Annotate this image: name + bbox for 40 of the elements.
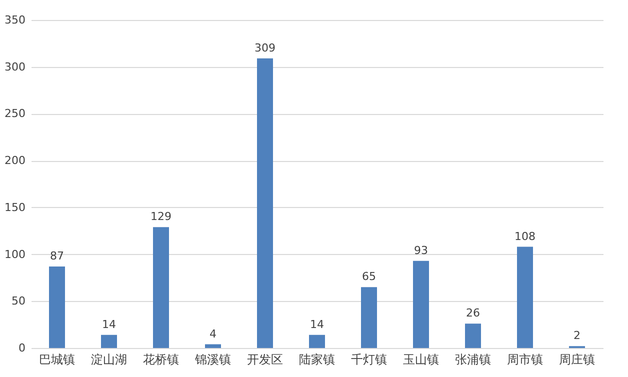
data-label: 108: [514, 230, 536, 243]
y-tick-label: 50: [12, 294, 26, 308]
bar: [205, 344, 221, 348]
bar: [101, 334, 117, 348]
bar: [413, 260, 429, 348]
bar: [153, 227, 169, 348]
data-label: 65: [362, 270, 376, 284]
x-tick-label: 玉山镇: [403, 352, 439, 366]
bar: [361, 287, 377, 348]
y-tick-label: 200: [4, 154, 26, 168]
y-tick-label: 350: [4, 14, 26, 26]
x-tick-label: 陆家镇: [299, 352, 335, 366]
bar: [257, 58, 273, 348]
data-label: 309: [254, 41, 276, 54]
x-tick-label: 张浦镇: [455, 352, 491, 366]
x-tick-label: 巴城镇: [39, 352, 75, 366]
bar: [517, 246, 533, 348]
data-label: 26: [466, 306, 480, 320]
x-tick-label: 开发区: [247, 352, 283, 366]
data-label: 87: [50, 249, 64, 262]
y-tick-label: 100: [4, 248, 26, 261]
y-tick-label: 150: [4, 200, 26, 214]
data-label: 93: [414, 244, 428, 257]
x-tick-label: 花桥镇: [143, 352, 179, 366]
bar: [309, 334, 325, 348]
data-label: 14: [102, 318, 116, 331]
x-tick-label: 周市镇: [507, 352, 543, 366]
x-tick-label: 锦溪镇: [194, 352, 231, 366]
data-label: 14: [310, 318, 324, 331]
data-label: 4: [210, 327, 216, 340]
data-label: 2: [574, 329, 580, 342]
bar: [465, 324, 481, 348]
data-label: 129: [150, 210, 172, 224]
bar: [49, 266, 65, 348]
y-tick-label: 0: [18, 342, 26, 354]
x-tick-label: 周庄镇: [559, 352, 595, 366]
x-tick-label: 淀山湖: [91, 352, 127, 366]
y-tick-label: 250: [4, 107, 26, 120]
x-tick-label: 千灯镇: [351, 352, 387, 366]
y-tick-label: 300: [4, 60, 26, 74]
